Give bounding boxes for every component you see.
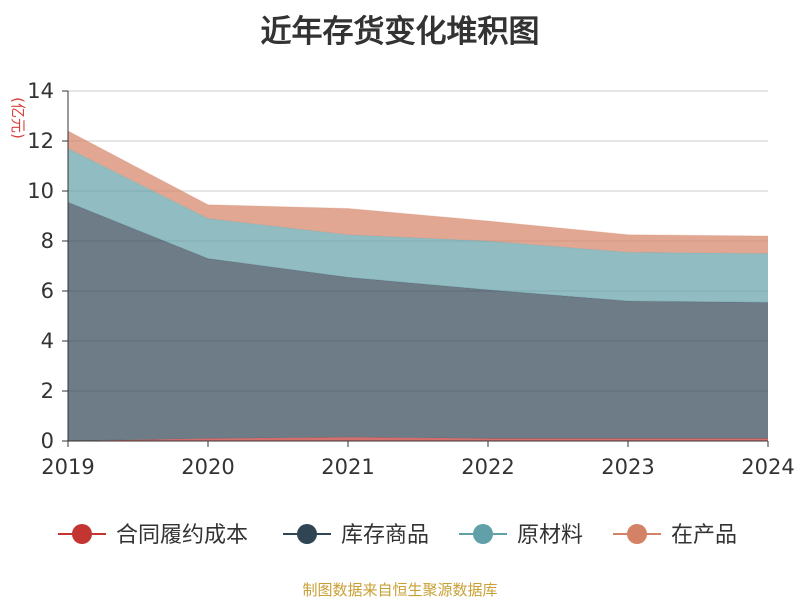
y-tick-label: 8 bbox=[41, 229, 54, 253]
y-tick-label: 0 bbox=[41, 429, 54, 453]
y-tick-label: 2 bbox=[41, 379, 54, 403]
x-tick-label: 2019 bbox=[41, 455, 94, 479]
y-tick-label: 10 bbox=[27, 179, 54, 203]
legend: 合同履约成本 库存商品 原材料 在产品 bbox=[58, 523, 737, 548]
legend-label: 在产品 bbox=[671, 523, 737, 548]
legend-label: 库存商品 bbox=[341, 523, 429, 548]
area-series-layer bbox=[67, 130, 769, 442]
x-tick-label: 2022 bbox=[461, 455, 514, 479]
y-tick-label: 6 bbox=[41, 279, 54, 303]
y-tick-label: 4 bbox=[41, 329, 54, 353]
chart-title: 近年存货变化堆积图 bbox=[260, 14, 540, 50]
legend-label: 原材料 bbox=[517, 523, 583, 548]
area-series bbox=[68, 131, 768, 254]
area-series bbox=[68, 202, 768, 441]
y-tick-label: 12 bbox=[27, 129, 54, 153]
footer-source: 制图数据来自恒生聚源数据库 bbox=[302, 581, 498, 599]
x-tick-label: 2021 bbox=[321, 455, 374, 479]
area-series bbox=[68, 148, 768, 303]
area-series-line bbox=[67, 130, 769, 237]
axes: 0 2 4 6 8 10 12 14 2019 2020 2021 2022 2023 2024 bbox=[27, 79, 794, 479]
legend-label: 合同履约成本 bbox=[116, 523, 248, 548]
y-unit-label: (亿元) bbox=[9, 97, 27, 139]
y-tick-label: 14 bbox=[27, 79, 54, 103]
x-tick-label: 2023 bbox=[601, 455, 654, 479]
legend-marker bbox=[297, 524, 317, 544]
x-tick-label: 2024 bbox=[741, 455, 794, 479]
legend-marker bbox=[72, 524, 92, 544]
legend-marker bbox=[473, 524, 493, 544]
legend-marker bbox=[627, 524, 647, 544]
x-tick-label: 2020 bbox=[181, 455, 234, 479]
